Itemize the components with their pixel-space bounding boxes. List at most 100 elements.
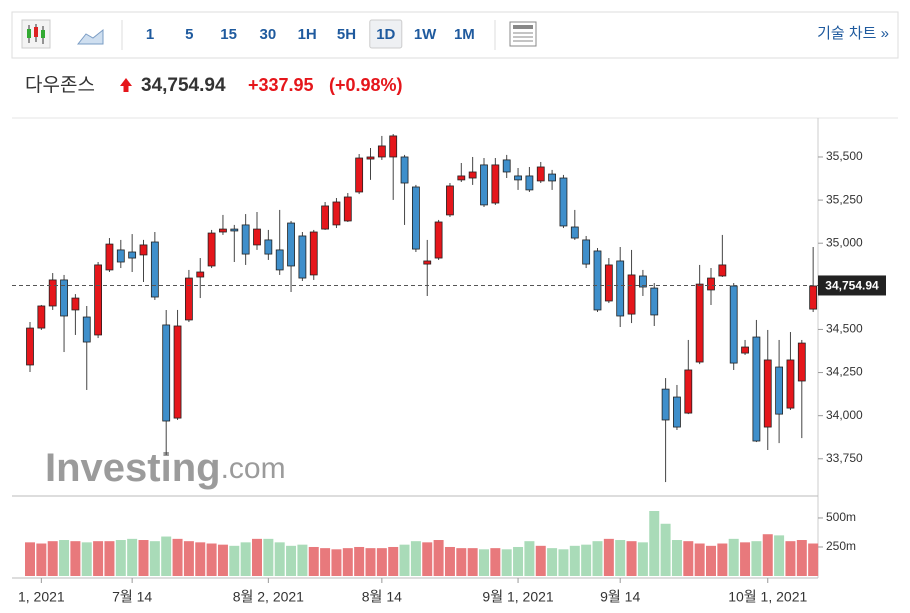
candle-body (150, 241, 159, 298)
volume-bar (161, 536, 172, 576)
candle-body (718, 264, 727, 277)
volume-bar (751, 541, 762, 576)
y-tick-label: 35,250 (826, 192, 863, 206)
interval-button[interactable]: 5H (337, 26, 356, 43)
candle-body (695, 283, 704, 363)
volume-bar (342, 548, 353, 576)
candle-body (173, 325, 182, 419)
volume-bar (479, 549, 489, 576)
interval-button[interactable]: 1H (298, 26, 317, 43)
interval-button[interactable]: 1M (454, 26, 475, 43)
candle-body (548, 173, 556, 182)
candle-body (230, 228, 239, 232)
y-tick-label: 34,000 (826, 408, 863, 422)
interval-button[interactable]: 1 (146, 26, 154, 43)
interval-button[interactable]: 5 (185, 26, 193, 43)
volume-bar (649, 511, 660, 576)
candle-body (411, 186, 420, 250)
volume-bar (286, 545, 297, 576)
volume-bar (694, 543, 705, 576)
volume-bar (740, 542, 751, 576)
candle-body (275, 249, 284, 271)
tech-chart-link[interactable]: 기술 차트 » (817, 25, 889, 42)
candle-body (446, 185, 454, 216)
candle-body (502, 159, 511, 173)
candle-body (309, 231, 318, 276)
volume-tick-label: 250m (826, 539, 856, 553)
table-icon[interactable] (509, 21, 537, 47)
volume-bar (717, 543, 728, 576)
candle-body (639, 275, 647, 288)
volume-bar (388, 546, 399, 576)
y-tick-label: 35,500 (826, 149, 863, 163)
candle-body (287, 222, 295, 267)
volume-bar (365, 548, 376, 576)
watermark-suffix: .com (221, 452, 286, 485)
candle-body (661, 388, 670, 421)
candle-body (366, 156, 375, 160)
candle-body (434, 221, 443, 259)
volume-bar (308, 546, 319, 576)
watermark-brand: Investing (45, 446, 221, 490)
change-pct: (+0.98%) (329, 75, 403, 95)
candle-body (480, 164, 488, 206)
interval-button[interactable]: 30 (260, 26, 277, 43)
candle-body (264, 239, 273, 255)
volume-bar (626, 541, 637, 576)
candle-body (729, 285, 738, 364)
volume-bar (490, 548, 501, 576)
interval-button[interactable]: 15 (220, 26, 237, 43)
candle-body (253, 228, 261, 246)
candle-body (26, 327, 34, 366)
candle-body (389, 135, 398, 158)
candle-body (752, 336, 761, 442)
volume-bar (592, 541, 603, 576)
candle-body (582, 239, 591, 265)
volume-bar (59, 540, 70, 576)
interval-button[interactable]: 1D (376, 26, 395, 43)
candle-body (525, 175, 534, 191)
candle-body (94, 264, 102, 336)
volume-bar (206, 543, 217, 576)
volume-bar (263, 538, 274, 576)
volume-bar (728, 538, 739, 576)
candle-body (37, 305, 46, 329)
volume-bar (115, 540, 126, 576)
volume-bar (93, 541, 104, 576)
x-tick-label: 8월 2, 2021 (233, 589, 304, 605)
volume-bar (81, 542, 92, 576)
volume-bar (558, 549, 569, 576)
volume-bar (706, 545, 716, 576)
volume-bar (581, 544, 592, 576)
candle-body (468, 171, 477, 179)
candle-body (616, 260, 625, 317)
candle-body (627, 274, 636, 315)
volume-bar (774, 535, 785, 576)
interval-button[interactable]: 1W (414, 26, 437, 43)
candle-body (707, 277, 715, 291)
volume-bar (410, 541, 421, 576)
volume-bar (320, 548, 331, 576)
x-tick-label: 7월 14 (112, 589, 152, 605)
volume-bar (172, 538, 183, 576)
last-price-label: 34,754.94 (825, 279, 879, 293)
volume-bar (138, 540, 149, 576)
volume-bar (70, 541, 81, 576)
candle-body (82, 316, 91, 343)
candle-body (809, 285, 818, 310)
candle-body (162, 324, 171, 422)
candle-body (355, 157, 364, 193)
volume-bar (25, 542, 35, 576)
volume-bar (297, 544, 308, 576)
y-tick-label: 35,000 (826, 235, 863, 249)
area-icon[interactable] (76, 28, 104, 45)
change: +337.95 (248, 75, 314, 95)
candle-body (60, 279, 68, 317)
candle-body (741, 346, 749, 354)
volume-bar (637, 542, 648, 576)
volume-bar (456, 548, 467, 576)
volume-bar (660, 523, 671, 576)
watermark: Investing.com (45, 446, 286, 490)
candle-icon[interactable] (21, 19, 51, 49)
interval-selected (369, 19, 403, 49)
